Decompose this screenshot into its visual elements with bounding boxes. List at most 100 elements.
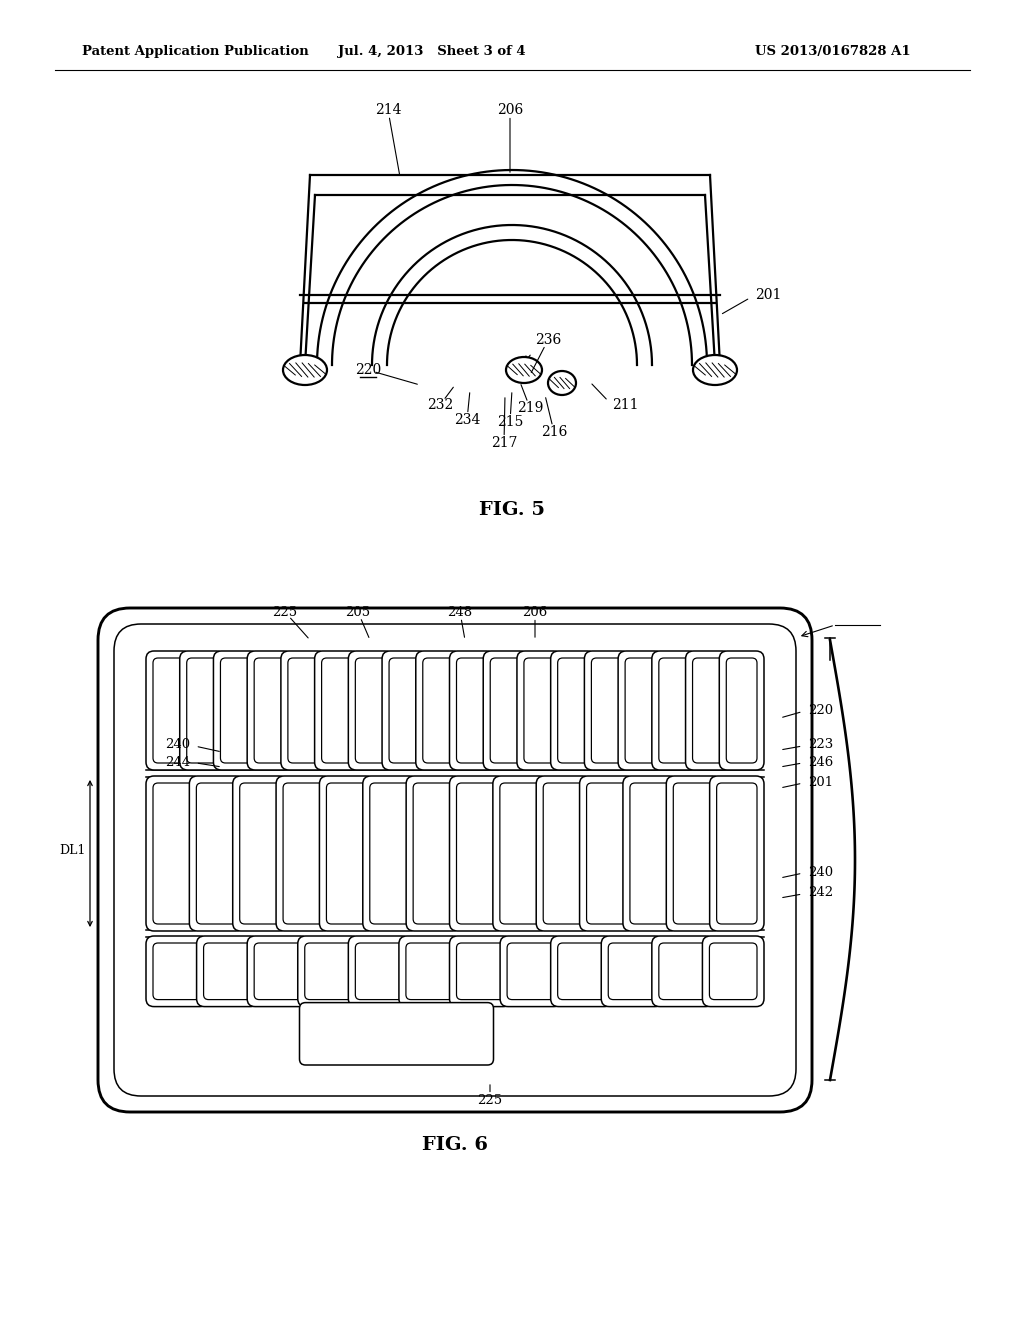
FancyBboxPatch shape	[197, 783, 237, 924]
FancyBboxPatch shape	[551, 651, 595, 770]
FancyBboxPatch shape	[423, 657, 454, 763]
FancyBboxPatch shape	[382, 651, 427, 770]
FancyBboxPatch shape	[416, 651, 461, 770]
FancyBboxPatch shape	[537, 776, 591, 931]
FancyBboxPatch shape	[623, 776, 677, 931]
FancyBboxPatch shape	[658, 657, 689, 763]
FancyBboxPatch shape	[543, 783, 584, 924]
FancyBboxPatch shape	[114, 624, 796, 1096]
FancyBboxPatch shape	[204, 942, 251, 999]
Text: 232: 232	[427, 399, 454, 412]
Text: 206: 206	[497, 103, 523, 117]
FancyBboxPatch shape	[314, 651, 359, 770]
Ellipse shape	[283, 355, 327, 385]
FancyBboxPatch shape	[299, 1003, 494, 1065]
FancyBboxPatch shape	[717, 783, 757, 924]
Text: 215: 215	[497, 414, 523, 429]
Text: 248: 248	[447, 606, 472, 619]
FancyBboxPatch shape	[153, 942, 201, 999]
Text: 201: 201	[808, 776, 834, 788]
FancyBboxPatch shape	[153, 783, 194, 924]
Text: 214: 214	[375, 103, 401, 117]
FancyBboxPatch shape	[220, 657, 251, 763]
FancyBboxPatch shape	[146, 776, 201, 931]
FancyBboxPatch shape	[362, 776, 417, 931]
Text: 206: 206	[522, 606, 548, 619]
FancyBboxPatch shape	[370, 783, 411, 924]
FancyBboxPatch shape	[500, 936, 562, 1007]
FancyBboxPatch shape	[186, 657, 217, 763]
Text: Jul. 4, 2013   Sheet 3 of 4: Jul. 4, 2013 Sheet 3 of 4	[338, 45, 525, 58]
FancyBboxPatch shape	[507, 942, 555, 999]
FancyBboxPatch shape	[281, 651, 326, 770]
FancyBboxPatch shape	[276, 776, 331, 931]
FancyBboxPatch shape	[189, 776, 244, 931]
FancyBboxPatch shape	[322, 657, 352, 763]
FancyBboxPatch shape	[305, 942, 352, 999]
FancyBboxPatch shape	[608, 942, 655, 999]
FancyBboxPatch shape	[146, 651, 190, 770]
FancyBboxPatch shape	[247, 651, 292, 770]
Text: DL1: DL1	[58, 843, 85, 857]
FancyBboxPatch shape	[702, 936, 764, 1007]
Text: 220: 220	[355, 363, 381, 378]
FancyBboxPatch shape	[406, 942, 454, 999]
FancyBboxPatch shape	[585, 651, 629, 770]
FancyBboxPatch shape	[298, 936, 359, 1007]
FancyBboxPatch shape	[254, 657, 285, 763]
FancyBboxPatch shape	[247, 936, 309, 1007]
FancyBboxPatch shape	[283, 783, 324, 924]
FancyBboxPatch shape	[517, 651, 562, 770]
Text: 219: 219	[517, 401, 543, 414]
FancyBboxPatch shape	[630, 783, 671, 924]
FancyBboxPatch shape	[450, 936, 511, 1007]
Text: 225: 225	[272, 606, 298, 619]
Text: 236: 236	[535, 333, 561, 347]
FancyBboxPatch shape	[483, 651, 528, 770]
Text: FIG. 5: FIG. 5	[479, 502, 545, 519]
FancyBboxPatch shape	[146, 936, 208, 1007]
FancyBboxPatch shape	[652, 936, 714, 1007]
Ellipse shape	[506, 356, 542, 383]
FancyBboxPatch shape	[592, 657, 623, 763]
FancyBboxPatch shape	[551, 936, 612, 1007]
FancyBboxPatch shape	[399, 936, 461, 1007]
FancyBboxPatch shape	[450, 651, 495, 770]
FancyBboxPatch shape	[457, 657, 487, 763]
FancyBboxPatch shape	[288, 657, 318, 763]
FancyBboxPatch shape	[389, 657, 420, 763]
FancyBboxPatch shape	[197, 936, 258, 1007]
FancyBboxPatch shape	[692, 657, 723, 763]
FancyBboxPatch shape	[319, 776, 374, 931]
FancyBboxPatch shape	[327, 783, 367, 924]
FancyBboxPatch shape	[180, 651, 224, 770]
FancyBboxPatch shape	[240, 783, 281, 924]
Text: 225: 225	[477, 1093, 503, 1106]
FancyBboxPatch shape	[355, 657, 386, 763]
FancyBboxPatch shape	[213, 651, 258, 770]
FancyBboxPatch shape	[658, 942, 707, 999]
FancyBboxPatch shape	[618, 651, 663, 770]
FancyBboxPatch shape	[710, 942, 757, 999]
FancyBboxPatch shape	[685, 651, 730, 770]
FancyBboxPatch shape	[667, 776, 721, 931]
FancyBboxPatch shape	[601, 936, 663, 1007]
FancyBboxPatch shape	[407, 776, 461, 931]
Text: 216: 216	[541, 425, 567, 440]
FancyBboxPatch shape	[457, 942, 504, 999]
FancyBboxPatch shape	[710, 776, 764, 931]
Text: FIG. 6: FIG. 6	[422, 1137, 488, 1154]
FancyBboxPatch shape	[232, 776, 287, 931]
Text: 240: 240	[808, 866, 834, 879]
Text: Patent Application Publication: Patent Application Publication	[82, 45, 309, 58]
Text: US 2013/0167828 A1: US 2013/0167828 A1	[755, 45, 910, 58]
Text: 217: 217	[490, 436, 517, 450]
FancyBboxPatch shape	[500, 783, 541, 924]
FancyBboxPatch shape	[153, 657, 183, 763]
FancyBboxPatch shape	[348, 936, 410, 1007]
FancyBboxPatch shape	[625, 657, 655, 763]
FancyBboxPatch shape	[457, 783, 497, 924]
Text: 240: 240	[165, 738, 190, 751]
Text: 242: 242	[808, 887, 834, 899]
Ellipse shape	[548, 371, 575, 395]
